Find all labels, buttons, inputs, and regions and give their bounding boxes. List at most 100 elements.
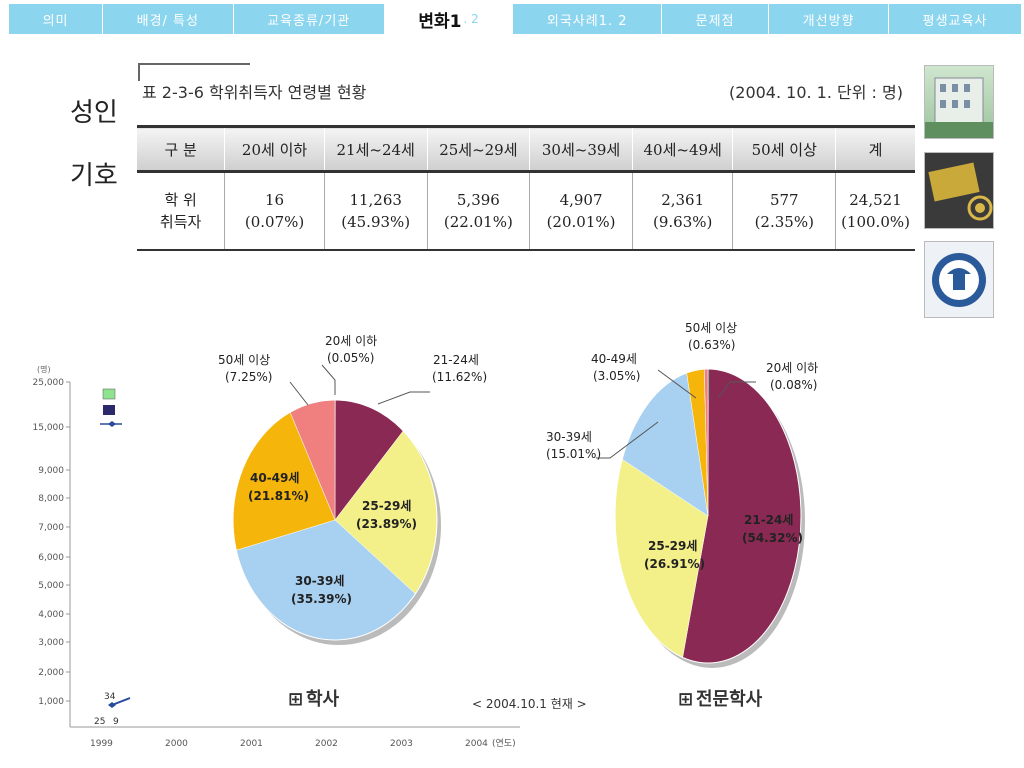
cell-percent: (20.01%) <box>546 213 616 231</box>
point-label: 34 <box>104 692 116 702</box>
pie-outline <box>232 399 438 641</box>
slice-label: 40-49세 <box>591 352 637 366</box>
x-tick-label: 2004 <box>465 739 488 749</box>
series-line <box>111 697 131 706</box>
cell-percent: (0.07%) <box>244 213 305 231</box>
y-tick-label: 3,000 <box>38 638 64 648</box>
university-logo-thumbnail[interactable] <box>924 241 994 318</box>
y-unit-label: (명) <box>37 364 51 374</box>
pie-outline <box>614 368 802 664</box>
cell-percent: (45.93%) <box>341 213 411 231</box>
slice-label: 21-24세 <box>433 353 479 367</box>
cell-value: 5,396 <box>456 191 500 209</box>
chart-title-text: 학사 <box>306 688 340 710</box>
certificate-thumbnail[interactable] <box>924 152 994 229</box>
degree-table-panel: 표 2-3-6 학위취득자 연령별 현황 (2004. 10. 1. 단위 : … <box>137 63 915 260</box>
slice-percent: (54.32%) <box>742 531 803 545</box>
leader-line <box>377 391 430 405</box>
tab-background[interactable]: 배경/ 특성 <box>103 4 234 34</box>
y-tick-label: 4,000 <box>38 610 64 620</box>
cell-percent: (9.63%) <box>652 213 713 231</box>
tab-improvements[interactable]: 개선방향 <box>769 4 890 34</box>
table-cell: 4,907 (20.01%) <box>529 171 633 251</box>
leader-line <box>289 381 309 406</box>
tab-label: 외국사례1. 2 <box>546 13 628 29</box>
slice-label: 30-39세 <box>546 430 592 444</box>
table-header-cell: 21세~24세 <box>323 125 428 173</box>
slice-label: 25-29세 <box>648 538 697 553</box>
cell-value: 16 <box>265 191 285 209</box>
tab-education-types[interactable]: 교육종류/기관 <box>234 4 385 34</box>
caption-frame <box>138 63 250 81</box>
y-tick-label: 25,000 <box>33 378 65 388</box>
table-header-cell: 구 분 <box>137 125 225 173</box>
top-nav: 의미 배경/ 특성 교육종류/기관 변화1. 2 외국사례1. 2 문제점 개선… <box>9 4 1021 34</box>
table-cell: 5,396 (22.01%) <box>426 171 530 251</box>
slice-percent: (21.81%) <box>248 489 309 503</box>
tab-lifelong-educator[interactable]: 평생교육사 <box>889 4 1021 34</box>
slice-label: 21-24세 <box>744 512 793 527</box>
grid-bullet-icon: ⊞ <box>288 689 303 710</box>
cell-value: 24,521 <box>849 191 902 209</box>
emblem-icon <box>932 253 986 307</box>
cell-value: 2,361 <box>661 191 705 209</box>
tab-problems[interactable]: 문제점 <box>662 4 770 34</box>
y-tick-group: 25,000 15,000 9,000 8,000 7,000 6,000 5,000 4,0… <box>33 378 70 707</box>
x-tick-group: 1999 2000 2001 2002 2003 2004 (연도) <box>90 738 516 749</box>
associate-pie-slices <box>614 368 805 668</box>
slice-percent: (35.39%) <box>291 592 352 606</box>
slice-percent: (0.08%) <box>770 378 817 392</box>
table-row-label: 학 위 취득자 <box>137 171 225 251</box>
pie-charts: 20세 이하 (0.05%) 21-24세 (11.62%) 50세 이상 (7… <box>218 321 818 711</box>
tab-label: 의미 <box>42 13 69 29</box>
cell-value: 577 <box>769 191 799 209</box>
table-header-cell: 30세~39세 <box>529 125 633 173</box>
y-tick-label: 1,000 <box>38 697 64 707</box>
slice-percent: (11.62%) <box>432 370 487 384</box>
x-tick-label: 2001 <box>240 739 263 749</box>
chart-title: ⊞ 전문학사 <box>678 688 763 710</box>
point-label: 25 <box>94 717 105 727</box>
legend-swatch-green <box>102 388 116 400</box>
bachelor-pie-chart: 20세 이하 (0.05%) 21-24세 (11.62%) 50세 이상 (7… <box>218 334 487 710</box>
row-label-line: 학 위 <box>164 191 197 209</box>
cell-percent: (2.35%) <box>754 213 814 231</box>
tab-meaning[interactable]: 의미 <box>9 4 104 34</box>
table-caption-text: 표 2-3-6 학위취득자 연령별 현황 <box>142 83 367 102</box>
x-unit-label: (연도) <box>492 738 516 749</box>
table-header-cell: 25세~29세 <box>426 125 530 173</box>
certificate-icon <box>928 162 993 221</box>
slice-percent: (23.89%) <box>356 517 417 531</box>
slice-label: 40-49세 <box>250 470 299 485</box>
y-tick-label: 2,000 <box>38 668 64 678</box>
chart-title-text: 전문학사 <box>696 688 763 710</box>
table-header-cell: 50세 이상 <box>732 125 836 173</box>
degree-table: 구 분 20세 이하 21세~24세 25세~29세 30세~39세 40세~4… <box>137 125 915 251</box>
as-of-date-note: < 2004.10.1 현재 > <box>472 697 587 711</box>
associate-pie-chart: 50세 이상 (0.63%) 20세 이하 (0.08%) 40-49세 (3.… <box>546 321 818 710</box>
bachelor-pie-slices <box>232 399 441 645</box>
background-text-line1: 성인 <box>70 98 118 128</box>
y-tick-label: 8,000 <box>38 494 64 504</box>
slice-label: 20세 이하 <box>766 361 818 375</box>
slice-label: 30-39세 <box>295 573 344 588</box>
tab-foreign-cases[interactable]: 외국사례1. 2 <box>513 4 663 34</box>
tab-change[interactable]: 변화1. 2 <box>384 4 514 34</box>
slice-percent: (7.25%) <box>225 370 272 384</box>
table-cell: 11,263 (45.93%) <box>323 171 428 251</box>
cell-value: 11,263 <box>349 191 402 209</box>
grid-bullet-icon: ⊞ <box>678 689 693 710</box>
table-row: 학 위 취득자 16 (0.07%) 11,263 (45.93%) 5,396 (22… <box>137 171 915 251</box>
x-tick-label: 2002 <box>315 739 338 749</box>
background-line-chart: (명) 25,000 15,000 9,000 8,000 7,000 6,000 5,00… <box>33 364 520 749</box>
series-point <box>108 702 116 708</box>
slice-label: 20세 이하 <box>325 334 377 348</box>
y-tick-label: 7,000 <box>38 523 64 533</box>
cell-percent: (100.0%) <box>841 213 910 231</box>
y-tick-label: 9,000 <box>38 466 64 476</box>
slice-label: 50세 이상 <box>218 353 270 367</box>
table-cell: 16 (0.07%) <box>224 171 325 251</box>
building-photo-thumbnail[interactable] <box>924 65 994 139</box>
table-caption: 표 2-3-6 학위취득자 연령별 현황 <box>138 63 367 103</box>
tab-suffix[interactable]: . 2 <box>463 12 479 26</box>
